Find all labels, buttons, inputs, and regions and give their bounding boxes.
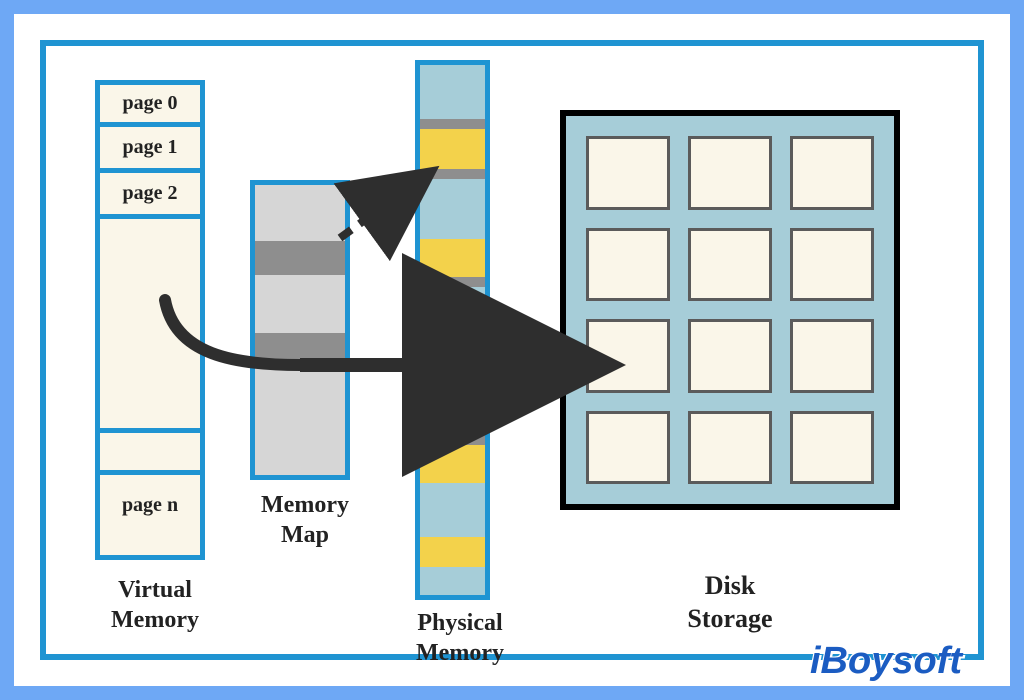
physical-memory-segment <box>420 395 485 435</box>
physical-memory-segment <box>420 567 485 595</box>
disk-block <box>790 319 874 393</box>
disk-block <box>688 319 772 393</box>
physical-memory-segment <box>420 129 485 169</box>
physical-memory-segment <box>420 169 485 179</box>
disk-block <box>790 411 874 485</box>
vm-page-cell: page 1 <box>100 127 200 173</box>
vm-page-cell: page 2 <box>100 173 200 219</box>
physical-memory-segment <box>420 179 485 239</box>
vm-page-cell <box>100 219 200 433</box>
physical-memory-segment <box>420 435 485 445</box>
disk-storage-label: Disk Storage <box>660 570 800 635</box>
virtual-memory-label: Virtual Memory <box>90 575 220 635</box>
physical-memory-segment <box>420 277 485 287</box>
physical-memory-segment <box>420 287 485 347</box>
disk-block <box>688 411 772 485</box>
physical-memory-segment <box>420 119 485 129</box>
memory-map-entry <box>255 333 345 367</box>
disk-storage-box <box>560 110 900 510</box>
virtual-memory-column: page 0page 1page 2 page n <box>95 80 205 560</box>
disk-block <box>688 228 772 302</box>
physical-memory-segment <box>420 239 485 277</box>
vm-page-cell: page n <box>100 475 200 535</box>
physical-memory-column <box>415 60 490 600</box>
disk-block <box>586 319 670 393</box>
disk-block <box>688 136 772 210</box>
disk-block <box>586 411 670 485</box>
physical-memory-segment <box>420 483 485 537</box>
physical-memory-segment <box>420 347 485 357</box>
physical-memory-segment <box>420 445 485 483</box>
physical-memory-segment <box>420 65 485 119</box>
physical-memory-segment <box>420 537 485 567</box>
memory-map-entry <box>255 241 345 275</box>
vm-page-cell: page 0 <box>100 85 200 127</box>
disk-block <box>790 136 874 210</box>
memory-map-column <box>250 180 350 480</box>
brand-logo: iBoysoft <box>810 640 962 683</box>
physical-memory-label: Physical Memory <box>390 608 530 668</box>
memory-map-label: Memory Map <box>240 490 370 550</box>
vm-page-cell <box>100 433 200 475</box>
disk-block <box>790 228 874 302</box>
disk-block <box>586 228 670 302</box>
physical-memory-segment <box>420 357 485 395</box>
disk-block <box>586 136 670 210</box>
